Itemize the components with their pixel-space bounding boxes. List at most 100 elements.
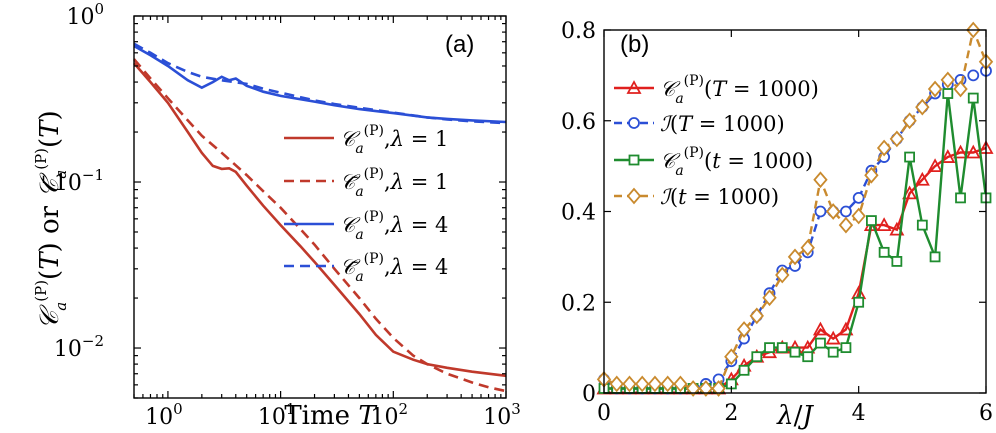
panel-b-legend-marker-3: [626, 187, 642, 205]
panel-b-legend: 𝒞a(P)(T = 1000) ℐ(T = 1000) 𝒞a(P)(t = 1000…: [614, 73, 819, 209]
panel-a-series-line-2: [133, 44, 507, 124]
panel-b-ytick-label: 0: [582, 382, 596, 407]
panel-b-legend-label-1: ℐ(T = 1000): [660, 112, 785, 136]
panel-b-point-diamond: [902, 112, 917, 130]
panel-b-point-diamond: [927, 80, 943, 98]
panel-b-point-diamond: [864, 166, 879, 184]
panel-b-point-diamond: [736, 321, 752, 338]
panel-b-point-diamond: [673, 375, 688, 393]
panel-b-point-circle: [814, 205, 827, 218]
panel-b-point-square: [866, 215, 877, 226]
panel-b-point-square: [815, 337, 826, 349]
panel-a-ytick-label: 100: [66, 0, 104, 30]
panel-b-point-diamond: [851, 207, 866, 225]
panel-b-point-diamond: [953, 80, 968, 98]
panel-b-ytick-label: 0.6: [561, 110, 596, 135]
panel-a-axes-box: [133, 15, 507, 399]
panel-b: (b) 𝒞a(P)(T = 1000) ℐ(T = 1000) 𝒞a(P)(t = …: [561, 19, 994, 431]
panel-a-legend: 𝒞a(P),λ = 1 𝒞̄a(P),λ = 1 𝒞a(P),λ = 4 𝒞̄a(P)…: [284, 123, 448, 285]
panel-b-point-square: [891, 256, 903, 267]
panel-a-xtick-label: 100: [145, 400, 183, 430]
panel-b-point-triangle: [940, 149, 956, 163]
panel-b-legend-marker-2: [628, 154, 640, 166]
panel-b-point-triangle: [838, 321, 854, 336]
panel-b-x-axis-label: λ/J: [776, 401, 814, 431]
panel-b-ytick-label: 0.4: [561, 201, 596, 226]
panel-a-series-line-0: [133, 62, 507, 378]
panel-b-point-square: [827, 346, 839, 358]
panel-b-point-diamond: [915, 98, 930, 116]
panel-b-xtick-label: 2: [724, 401, 738, 426]
panel-b-point-triangle: [965, 144, 981, 159]
panel-b-point-square: [942, 88, 954, 99]
panel-b-point-diamond: [724, 348, 739, 366]
panel-b-point-square: [967, 92, 979, 104]
panel-b-series-line-2: [604, 93, 988, 390]
panel-b-point-square: [789, 346, 801, 358]
panel-b-point-square: [929, 251, 941, 263]
panel-b-point-diamond: [685, 380, 701, 397]
panel-b-point-diamond: [660, 375, 675, 393]
panel-b-point-triangle: [876, 217, 892, 232]
panel-a-legend-label-1: 𝒞̄a(P),λ = 1: [340, 166, 448, 200]
panel-a-series: [133, 42, 507, 393]
panel-b-point-diamond: [889, 130, 905, 148]
panel-b-point-triangle: [902, 185, 918, 200]
panel-b-point-square: [878, 246, 890, 258]
panel-b-xtick-label: 6: [979, 401, 993, 426]
panel-b-point-circle: [840, 205, 852, 218]
panel-b-point-triangle: [825, 330, 841, 345]
panel-b-point-diamond: [800, 239, 815, 257]
panel-b-legend-marker-0: [626, 80, 642, 94]
panel-b-point-diamond: [622, 375, 637, 393]
svg-text:𝒞a(P)(T) or 𝒞̄a(P)(T): 𝒞a(P)(T) or 𝒞̄a(P)(T): [32, 110, 70, 329]
panel-b-legend-label-2: 𝒞a(P)(t = 1000): [660, 145, 813, 179]
panel-b-point-square: [904, 151, 915, 163]
panel-b-point-diamond: [826, 203, 841, 220]
panel-a-legend-label-3: 𝒞̄a(P),λ = 4: [340, 251, 448, 285]
panel-b-point-square: [853, 296, 865, 308]
panel-b-ytick-label: 0.8: [561, 19, 596, 44]
panel-b-point-diamond: [749, 307, 764, 325]
panel-a-series-line-1: [133, 58, 507, 393]
panel-b-point-diamond: [838, 216, 854, 234]
panel-b-point-triangle: [812, 321, 828, 336]
panel-b-point-diamond: [940, 71, 955, 89]
panel-b-label: (b): [620, 31, 649, 58]
panel-b-legend-label-3: ℐ(t = 1000): [660, 185, 779, 209]
panel-b-point-diamond: [775, 266, 790, 284]
panel-b-point-diamond: [711, 380, 726, 397]
panel-b-point-circle: [852, 191, 865, 204]
panel-b-point-diamond: [787, 248, 803, 266]
panel-b-point-square: [764, 342, 775, 354]
panel-b-point-triangle: [914, 171, 930, 186]
panel-b-legend-marker-1: [628, 117, 640, 129]
panel-a-legend-label-2: 𝒞a(P),λ = 4: [340, 209, 448, 243]
panel-b-series: [596, 21, 994, 397]
panel-b-point-square: [802, 351, 814, 363]
panel-b-point-circle: [967, 69, 980, 82]
panel-b-point-diamond: [635, 375, 650, 393]
panel-b-point-diamond: [609, 375, 624, 393]
panel-b-point-diamond: [876, 139, 892, 157]
panel-a-series-line-3: [133, 42, 507, 125]
panel-b-point-square: [751, 351, 763, 363]
panel-b-point-square: [840, 342, 852, 354]
panel-a-x-axis-label: Time T: [284, 401, 377, 431]
panel-a-legend-label-0: 𝒞a(P),λ = 1: [340, 123, 448, 157]
panel-a-xtick-label: 103: [483, 400, 521, 430]
panel-b-ytick-label: 0.2: [561, 291, 596, 316]
panel-b-point-triangle: [927, 158, 943, 173]
panel-b-axes: 0 2 4 6 0 0.2 0.4 0.6 0.8: [561, 19, 993, 426]
panel-a-ytick-label: 10−2: [54, 332, 104, 362]
panel-b-legend-label-0: 𝒞a(P)(T = 1000): [660, 73, 819, 107]
panel-a-label: (a): [445, 31, 474, 58]
panel-b-point-diamond: [698, 380, 714, 397]
panel-b-xtick-label: 4: [852, 401, 866, 426]
panel-b-point-square: [916, 219, 928, 231]
panel-b-point-square: [955, 192, 966, 204]
panel-b-point-square: [738, 364, 750, 376]
panel-a-xtick-label: 102: [371, 400, 409, 430]
